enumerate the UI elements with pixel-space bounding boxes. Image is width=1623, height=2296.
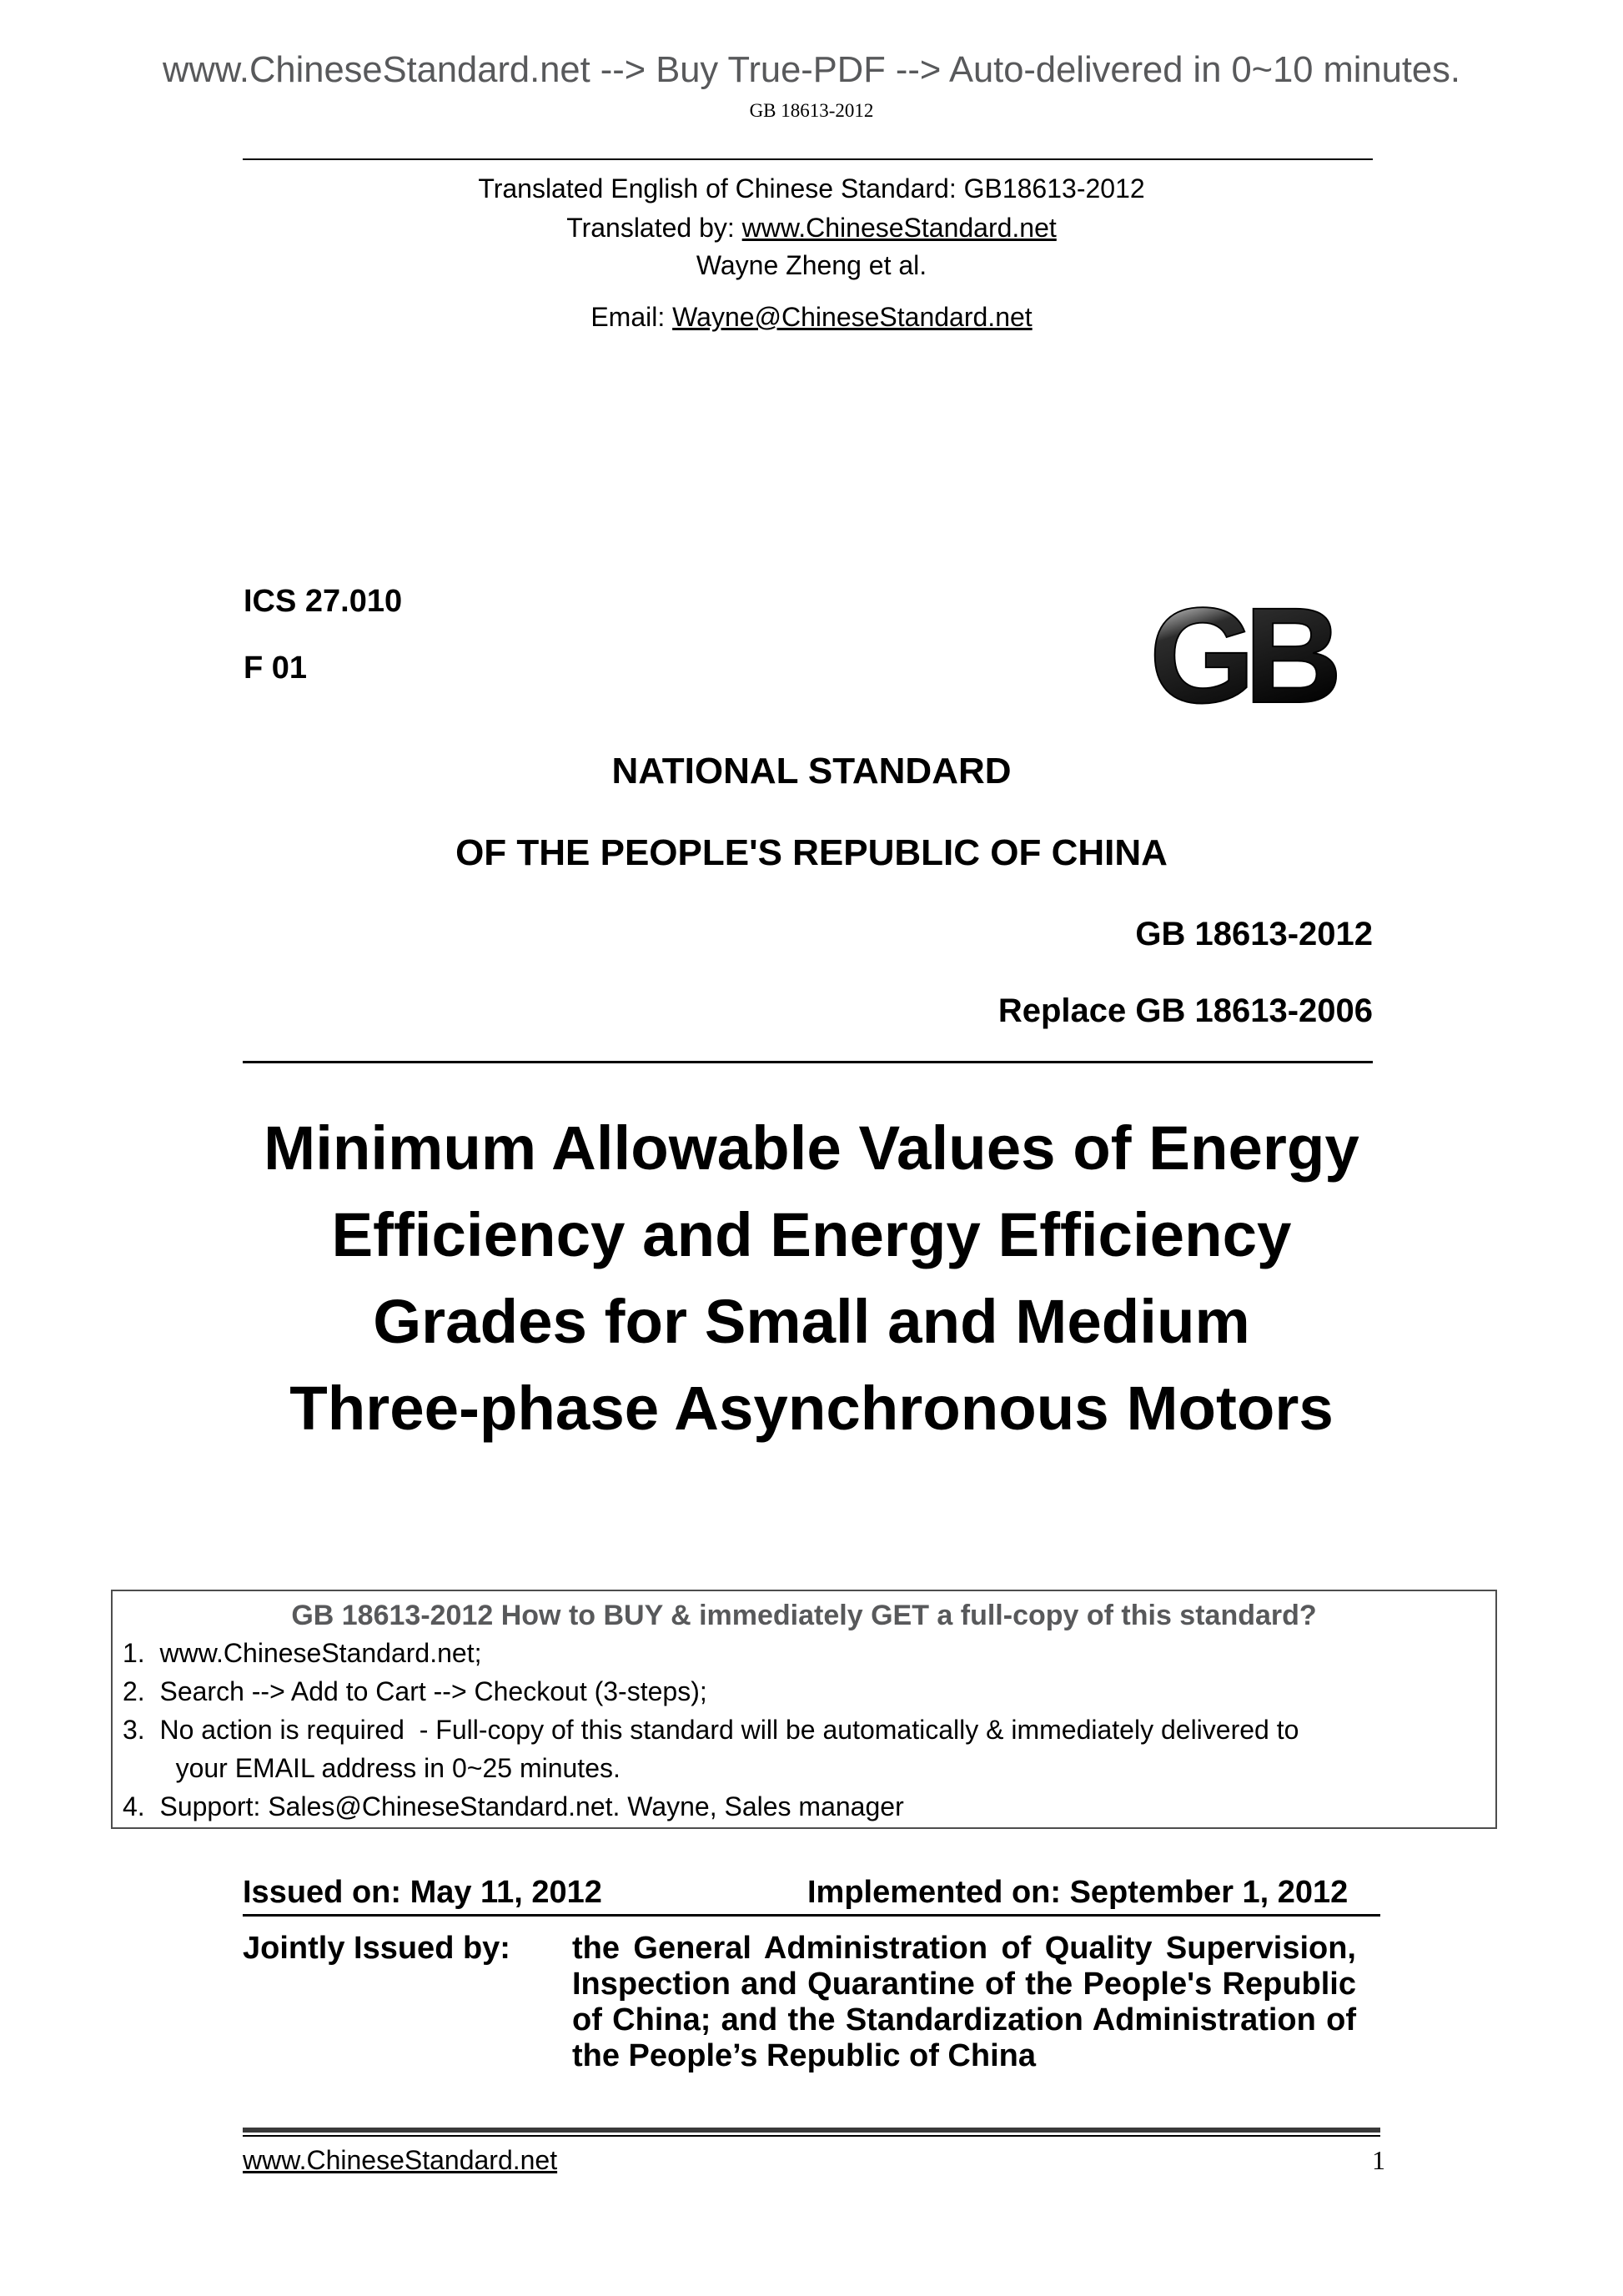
svg-text:GB: GB: [1151, 594, 1337, 731]
